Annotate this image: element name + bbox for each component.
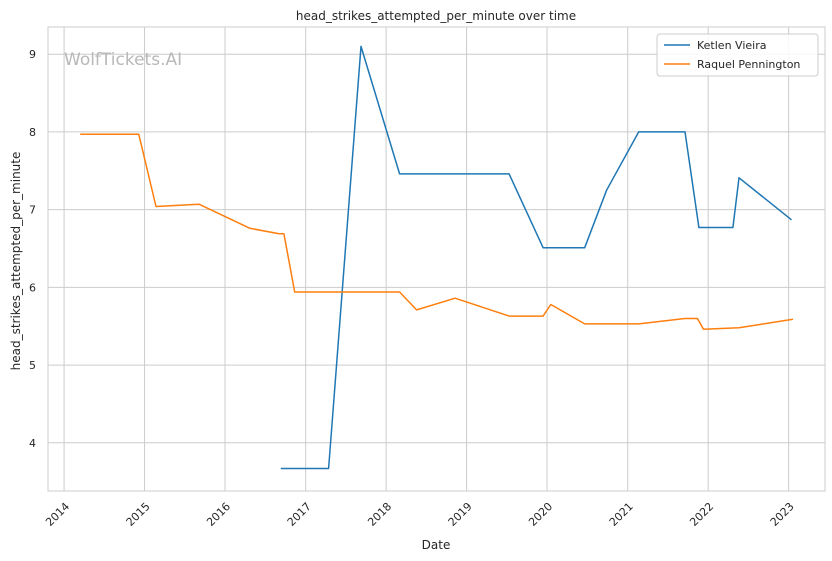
y-tick-label: 9 xyxy=(29,48,36,61)
y-tick-label: 6 xyxy=(29,281,36,294)
legend-label-raquel-pennington: Raquel Pennington xyxy=(697,58,800,71)
y-tick-label: 7 xyxy=(29,204,36,217)
plot-frame xyxy=(47,26,826,492)
x-tick-labels: 2014 2015 2016 2017 2018 2019 2020 2021 2022 2023 xyxy=(43,500,797,529)
series-line-raquel-pennington xyxy=(80,133,794,331)
x-tick-label: 2020 xyxy=(526,500,555,529)
legend-box xyxy=(656,33,819,77)
x-tick-label: 2015 xyxy=(124,500,153,529)
y-tick-label: 8 xyxy=(29,126,36,139)
x-tick-label: 2023 xyxy=(768,500,797,529)
x-axis-title: Date xyxy=(422,538,451,552)
x-tick-label: 2017 xyxy=(285,500,314,529)
series-line-ketlen-vieira xyxy=(280,45,792,470)
grid xyxy=(48,27,825,491)
x-tick-label: 2016 xyxy=(204,500,233,529)
y-tick-label: 4 xyxy=(29,437,36,450)
x-tick-label: 2022 xyxy=(687,500,716,529)
x-tick-label: 2019 xyxy=(446,500,475,529)
legend: Ketlen Vieira Raquel Pennington xyxy=(656,33,819,77)
plot-background xyxy=(48,27,825,491)
x-tick-label: 2021 xyxy=(607,500,636,529)
y-tick-labels: 4 5 6 7 8 9 xyxy=(29,48,36,450)
legend-label-ketlen-vieira: Ketlen Vieira xyxy=(697,39,766,52)
chart-title: head_strikes_attempted_per_minute over t… xyxy=(296,9,576,23)
x-tick-label: 2014 xyxy=(43,500,72,529)
y-tick-label: 5 xyxy=(29,359,36,372)
series-layer xyxy=(80,45,794,470)
watermark: WolfTickets.AI xyxy=(64,50,182,70)
y-axis-title: head_strikes_attempted_per_minute xyxy=(9,152,23,371)
x-tick-label: 2018 xyxy=(365,500,394,529)
